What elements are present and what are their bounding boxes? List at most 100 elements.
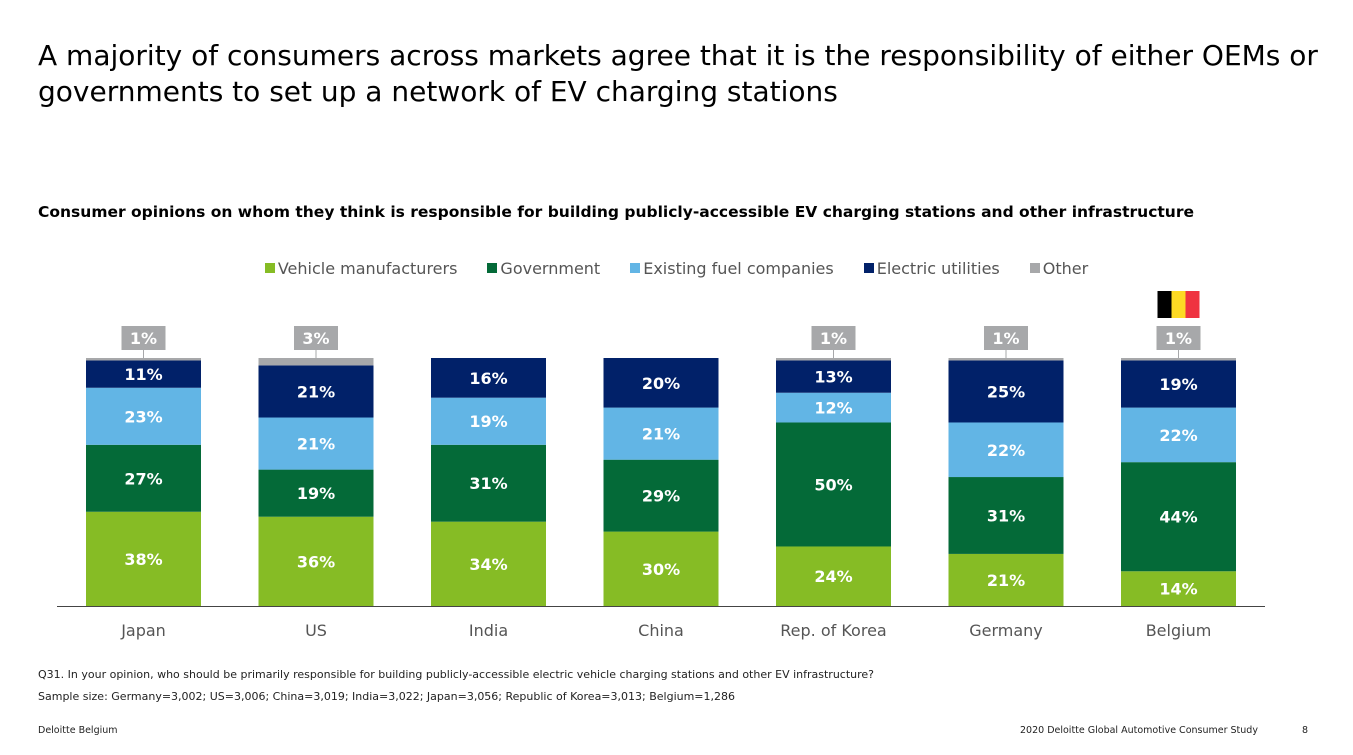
- bar-china-electric-utilities: [603, 358, 719, 408]
- category-label-us: US: [305, 621, 327, 640]
- data-label-us-electric-utilities: 21%: [297, 382, 335, 401]
- data-label-japan-existing-fuel-companies: 23%: [124, 407, 162, 426]
- data-label-belgium-vehicle-manufacturers: 14%: [1159, 580, 1197, 599]
- data-label-rep-of-korea-government: 50%: [814, 475, 852, 494]
- category-label-india: India: [469, 621, 508, 640]
- bar-india-government: [431, 444, 546, 522]
- legend-label-other: Other: [1042, 258, 1089, 278]
- category-label-rep-of-korea: Rep. of Korea: [780, 621, 886, 640]
- bar-germany-other: [948, 358, 1064, 361]
- page-title: A majority of consumers across markets a…: [38, 39, 1318, 108]
- footer-left: Deloitte Belgium: [38, 725, 118, 736]
- legend-swatch-electric-utilities: [863, 263, 874, 273]
- bar-japan-other: [86, 358, 201, 361]
- bar-india-electric-utilities: [431, 358, 546, 398]
- bar-germany-electric-utilities: [948, 360, 1064, 423]
- bar-us-electric-utilities: [258, 365, 374, 418]
- data-label-rep-of-korea-vehicle-manufacturers: 24%: [814, 567, 852, 586]
- bar-germany-vehicle-manufacturers: [948, 553, 1064, 606]
- other-label-belgium: 1%: [1165, 329, 1192, 348]
- category-label-belgium: Belgium: [1146, 621, 1212, 640]
- data-label-germany-government: 31%: [987, 506, 1025, 525]
- legend-item-other: Other: [1029, 258, 1089, 278]
- bar-belgium-vehicle-manufacturers: [1121, 571, 1236, 606]
- bar-us-government: [258, 469, 374, 517]
- data-label-germany-vehicle-manufacturers: 21%: [987, 571, 1025, 590]
- other-label-germany: 1%: [992, 329, 1019, 348]
- bar-japan-government: [86, 444, 201, 512]
- data-label-china-electric-utilities: 20%: [642, 374, 680, 393]
- bar-us-other: [258, 358, 374, 366]
- data-label-japan-government: 27%: [124, 469, 162, 488]
- legend-label-electric-utilities: Electric utilities: [876, 258, 1000, 278]
- other-label-japan: 1%: [130, 329, 157, 348]
- other-callout-us: [294, 326, 338, 350]
- belgium-flag-stripe: [1185, 291, 1200, 318]
- chart-legend: Vehicle manufacturers Government Existin…: [0, 258, 1353, 278]
- bar-india-existing-fuel-companies: [431, 397, 546, 445]
- bar-india-vehicle-manufacturers: [431, 521, 546, 606]
- other-callout-rep-of-korea: [811, 326, 856, 350]
- data-label-china-existing-fuel-companies: 21%: [642, 425, 680, 444]
- bar-japan-vehicle-manufacturers: [86, 511, 201, 606]
- legend-swatch-other: [1029, 263, 1040, 273]
- legend-item-government: Government: [487, 258, 600, 278]
- data-label-china-government: 29%: [642, 487, 680, 506]
- bar-us-vehicle-manufacturers: [258, 516, 374, 606]
- bar-china-government: [603, 459, 719, 532]
- data-label-india-vehicle-manufacturers: 34%: [469, 555, 507, 574]
- data-label-rep-of-korea-existing-fuel-companies: 12%: [814, 399, 852, 418]
- data-label-germany-electric-utilities: 25%: [987, 382, 1025, 401]
- category-label-japan: Japan: [120, 621, 166, 640]
- data-label-us-vehicle-manufacturers: 36%: [297, 552, 335, 571]
- footer-right: 2020 Deloitte Global Automotive Consumer…: [1020, 725, 1258, 736]
- data-label-japan-vehicle-manufacturers: 38%: [124, 550, 162, 569]
- belgium-flag-icon: [1157, 291, 1200, 318]
- bar-japan-existing-fuel-companies: [86, 387, 201, 445]
- sample-size-note: Sample size: Germany=3,002; US=3,006; Ch…: [38, 690, 736, 703]
- data-label-us-existing-fuel-companies: 21%: [297, 435, 335, 454]
- legend-item-vehicle-manufacturers: Vehicle manufacturers: [264, 258, 458, 278]
- bar-germany-government: [948, 477, 1064, 554]
- data-label-japan-electric-utilities: 11%: [124, 365, 162, 384]
- data-label-india-electric-utilities: 16%: [469, 369, 507, 388]
- other-callout-japan: [121, 326, 166, 350]
- bar-rep-of-korea-vehicle-manufacturers: [776, 546, 891, 606]
- bar-us-existing-fuel-companies: [258, 417, 374, 470]
- belgium-flag-stripe: [1171, 291, 1186, 318]
- chart-subtitle: Consumer opinions on whom they think is …: [38, 203, 1194, 221]
- bar-rep-of-korea-existing-fuel-companies: [776, 392, 891, 423]
- bar-belgium-other: [1121, 358, 1236, 361]
- data-label-india-government: 31%: [469, 474, 507, 493]
- other-callout-germany: [984, 326, 1028, 350]
- data-label-us-government: 19%: [297, 484, 335, 503]
- legend-label-vehicle-manufacturers: Vehicle manufacturers: [277, 258, 458, 278]
- category-label-germany: Germany: [969, 621, 1043, 640]
- bar-china-existing-fuel-companies: [603, 407, 719, 460]
- other-label-us: 3%: [302, 329, 329, 348]
- data-label-rep-of-korea-electric-utilities: 13%: [814, 368, 852, 387]
- data-label-belgium-government: 44%: [1159, 508, 1197, 527]
- legend-item-electric-utilities: Electric utilities: [863, 258, 1000, 278]
- page-number: 8: [1302, 725, 1309, 736]
- other-label-rep-of-korea: 1%: [820, 329, 847, 348]
- bar-germany-existing-fuel-companies: [948, 422, 1064, 478]
- belgium-flag-stripe: [1157, 291, 1172, 318]
- bar-belgium-electric-utilities: [1121, 360, 1236, 408]
- bar-china-vehicle-manufacturers: [603, 531, 719, 606]
- legend-item-existing-fuel-companies: Existing fuel companies: [630, 258, 834, 278]
- legend-swatch-government: [487, 263, 498, 273]
- data-label-china-vehicle-manufacturers: 30%: [642, 560, 680, 579]
- category-label-china: China: [638, 621, 684, 640]
- data-label-germany-existing-fuel-companies: 22%: [987, 441, 1025, 460]
- bar-rep-of-korea-other: [776, 358, 891, 361]
- other-callout-belgium: [1156, 326, 1201, 350]
- legend-label-government: Government: [500, 258, 601, 278]
- data-label-belgium-existing-fuel-companies: 22%: [1159, 426, 1197, 445]
- legend-label-existing-fuel-companies: Existing fuel companies: [643, 258, 834, 278]
- bar-belgium-existing-fuel-companies: [1121, 407, 1236, 463]
- legend-swatch-vehicle-manufacturers: [264, 263, 275, 273]
- data-label-belgium-electric-utilities: 19%: [1159, 375, 1197, 394]
- question-note: Q31. In your opinion, who should be prim…: [38, 668, 875, 681]
- bar-japan-electric-utilities: [86, 360, 201, 388]
